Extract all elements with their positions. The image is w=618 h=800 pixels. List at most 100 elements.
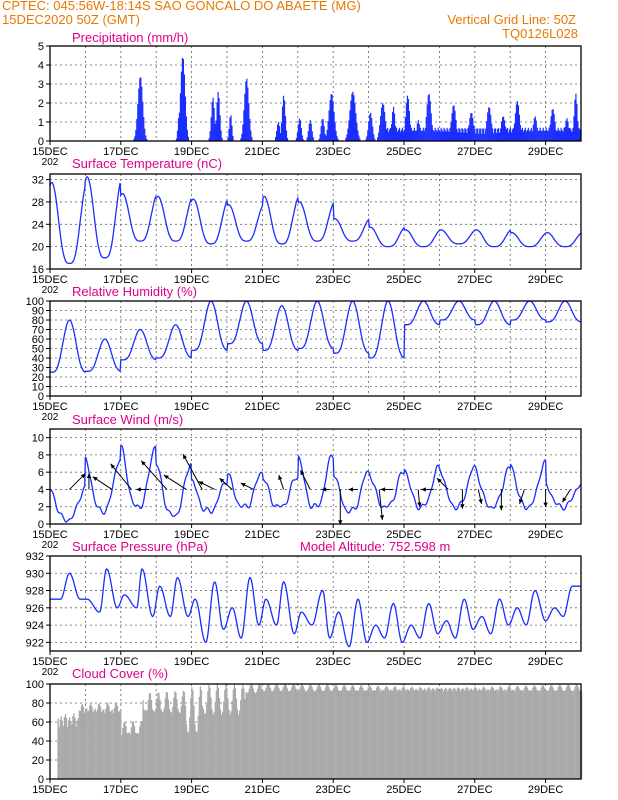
- precip-bar: [324, 134, 326, 141]
- cloud-bar: [100, 712, 103, 779]
- y-tick-label: 6: [38, 467, 44, 479]
- cloud-bar: [372, 689, 375, 779]
- precip-bar: [409, 124, 411, 141]
- precip-bar: [177, 118, 180, 141]
- cloud-bar: [469, 689, 471, 779]
- cloud-bar: [183, 692, 186, 779]
- precip-bar: [179, 93, 182, 141]
- precip-bar: [529, 130, 531, 141]
- cloud-bar: [174, 691, 176, 779]
- cloud-bar: [150, 699, 153, 779]
- precip-bar: [184, 96, 186, 141]
- cloud-bar: [227, 698, 229, 779]
- cloud-bar: [296, 691, 298, 779]
- cloud-bar: [549, 687, 551, 779]
- precip-bar: [474, 128, 476, 141]
- precip-bar: [555, 130, 557, 141]
- cloud-bar: [509, 687, 512, 779]
- cloud-bar: [120, 710, 122, 779]
- y-tick-label: 20: [32, 372, 44, 384]
- precip-bar: [452, 106, 454, 141]
- y-tick-label: 0: [38, 519, 44, 531]
- cloud-bar: [148, 693, 151, 779]
- precip-bar: [332, 101, 334, 141]
- y-tick-label: 930: [26, 568, 44, 580]
- wind-arrowhead: [278, 475, 283, 480]
- precip-bar: [525, 131, 527, 141]
- precip-bar: [232, 135, 234, 141]
- precip-bar: [381, 107, 383, 141]
- cloud-bar: [389, 689, 392, 779]
- cloud-bar: [270, 690, 273, 779]
- precip-bar: [496, 132, 498, 141]
- cloud-bar: [552, 687, 554, 779]
- cloud-bar: [223, 701, 225, 779]
- y-tick-label: 924: [26, 620, 44, 632]
- precip-bar: [378, 132, 380, 141]
- cloud-bar: [151, 709, 154, 779]
- cloud-bar: [171, 712, 173, 779]
- cloud-bar: [519, 690, 521, 779]
- cloud-bar: [402, 686, 404, 779]
- precip-bar: [422, 127, 424, 141]
- precip-bar: [405, 103, 408, 141]
- cloud-bar: [242, 684, 244, 779]
- x-tick-label: 17DEC: [103, 401, 139, 413]
- precip-bar: [279, 133, 282, 141]
- cloud-bar: [299, 687, 301, 779]
- precip-bar: [346, 134, 348, 141]
- cloud-bar: [159, 699, 161, 779]
- cloud-bar: [225, 684, 227, 779]
- panel-title: Surface Temperature (nC): [72, 156, 222, 171]
- cloud-bar: [561, 690, 564, 779]
- cloud-bar: [262, 690, 264, 779]
- precip-bar: [561, 129, 563, 141]
- precip-bar: [285, 130, 288, 141]
- y-tick-label: 20: [32, 242, 44, 254]
- cloud-bar: [421, 690, 423, 779]
- cloud-bar: [473, 687, 475, 779]
- precip-bar: [302, 139, 304, 141]
- x-tick-label: 27DEC: [457, 146, 493, 158]
- cloud-bar: [571, 690, 573, 779]
- cloud-bar: [353, 687, 355, 779]
- precip-bar: [186, 129, 188, 141]
- cloud-bar: [112, 713, 114, 779]
- precip-bar: [467, 128, 469, 141]
- cloud-bar: [565, 689, 567, 779]
- precip-bar: [461, 128, 463, 141]
- cloud-bar: [140, 721, 142, 779]
- y-tick-label: 1: [38, 117, 44, 129]
- cloud-bar: [156, 699, 158, 779]
- cloud-bar: [504, 689, 506, 779]
- cloud-bar: [58, 727, 60, 779]
- cloud-bar: [390, 689, 393, 779]
- cloud-bar: [329, 689, 331, 779]
- precip-bar: [480, 128, 482, 141]
- precip-bar: [544, 130, 546, 141]
- precip-bar: [320, 126, 322, 141]
- precip-bar: [137, 104, 139, 141]
- cloud-bar: [393, 687, 395, 779]
- precip-bar: [333, 111, 335, 141]
- precip-bar: [401, 127, 404, 141]
- precip-bar: [503, 120, 506, 141]
- cloud-bar: [264, 690, 266, 779]
- cloud-bar: [116, 705, 119, 779]
- precip-bar: [483, 128, 485, 141]
- precip-bar: [516, 101, 519, 141]
- cloud-bar: [172, 706, 174, 779]
- precip-bar: [500, 128, 502, 141]
- precip-bar: [246, 78, 248, 141]
- header-date: 15DEC2020 50Z (GMT): [2, 12, 140, 27]
- precip-bar: [309, 120, 311, 141]
- precip-bar: [286, 137, 289, 141]
- cloud-bar: [435, 688, 437, 779]
- precip-bar: [299, 120, 301, 141]
- precip-bar: [329, 100, 331, 141]
- cloud-bar: [218, 698, 221, 779]
- cloud-bar: [351, 685, 353, 779]
- cloud-bar: [347, 690, 349, 779]
- cloud-bar: [287, 690, 290, 779]
